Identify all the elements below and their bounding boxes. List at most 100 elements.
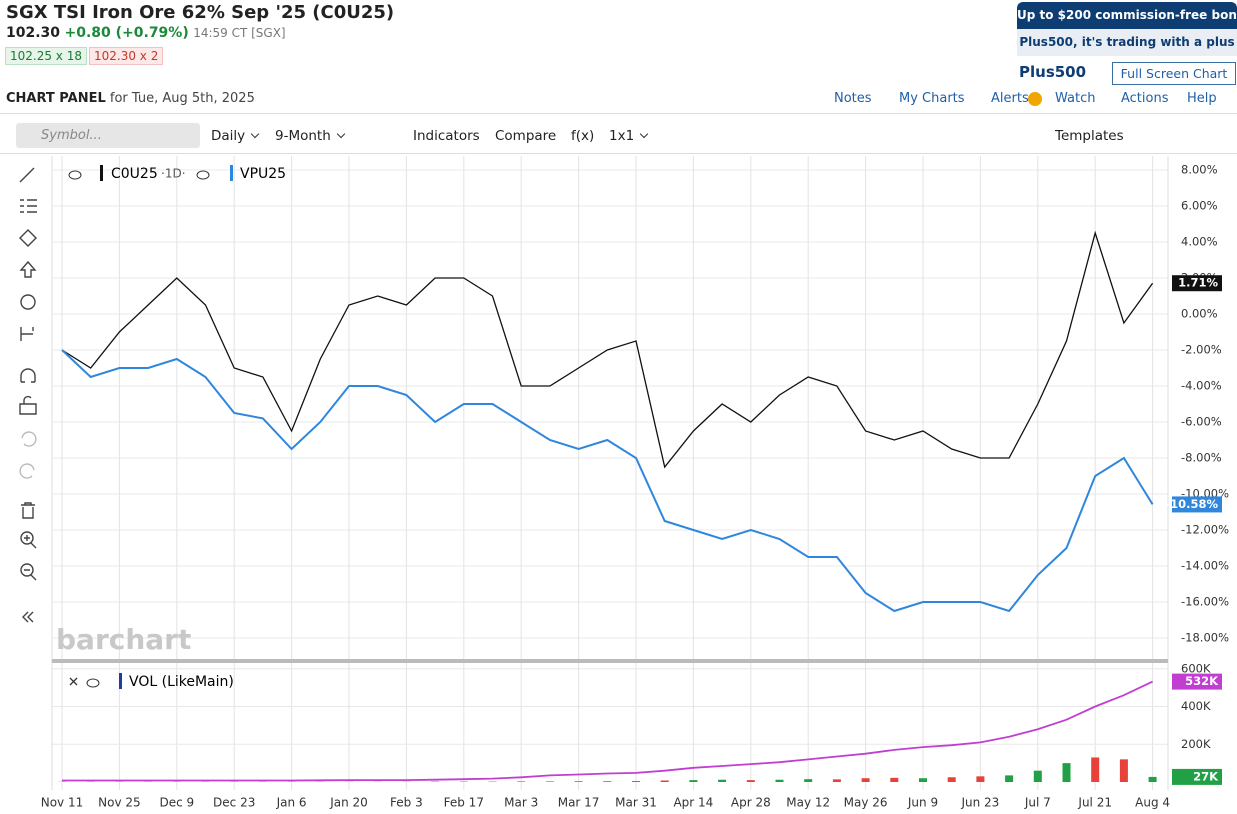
interval-text: Daily bbox=[211, 128, 246, 144]
volume-bar bbox=[976, 776, 985, 782]
legend-entry[interactable]: C0U25 bbox=[111, 166, 158, 182]
volume-bar bbox=[746, 780, 755, 782]
volume-bar bbox=[861, 778, 870, 782]
ad-logo[interactable]: Plus500 bbox=[1019, 63, 1087, 81]
remove-icon[interactable] bbox=[69, 677, 78, 686]
bid: 102.25 x 18 bbox=[5, 47, 87, 65]
help-link[interactable]: Help bbox=[1187, 91, 1217, 106]
zoom-out[interactable] bbox=[20, 563, 37, 581]
eye-icon[interactable] bbox=[86, 678, 100, 688]
last-value-label: -10.58% bbox=[1165, 497, 1218, 511]
y-tick-label: 0.00% bbox=[1181, 307, 1218, 321]
x-tick-label: Mar 31 bbox=[615, 796, 657, 810]
y-tick-label: -2.00% bbox=[1181, 343, 1222, 357]
alerts-link[interactable]: Alerts bbox=[991, 91, 1029, 106]
pane-separator bbox=[52, 659, 1168, 663]
delete[interactable] bbox=[21, 502, 35, 519]
y-tick-label: 4.00% bbox=[1181, 235, 1218, 249]
x-tick-label: Jul 7 bbox=[1024, 796, 1051, 810]
tool-fib[interactable] bbox=[20, 199, 37, 213]
volume-bar bbox=[517, 781, 526, 782]
y-tick-label: -14.00% bbox=[1181, 559, 1229, 573]
x-tick-label: May 26 bbox=[844, 796, 888, 810]
indicators-button[interactable]: Indicators bbox=[413, 128, 480, 144]
last-value-tag bbox=[1172, 275, 1222, 292]
y-tick-label: 200K bbox=[1181, 737, 1211, 751]
last-value-label: 27K bbox=[1193, 769, 1219, 783]
x-tick-label: May 12 bbox=[786, 796, 830, 810]
change: +0.80 (+0.79%) bbox=[64, 25, 189, 41]
y-tick-label: -18.00% bbox=[1181, 631, 1229, 645]
y-tick-label: 6.00% bbox=[1181, 199, 1218, 213]
ad-tagline[interactable]: Plus500, it's trading with a plus bbox=[1017, 29, 1237, 56]
lock[interactable] bbox=[19, 395, 37, 415]
undo[interactable] bbox=[21, 431, 37, 447]
interval-select[interactable]: Daily bbox=[211, 128, 260, 144]
my-charts-link[interactable]: My Charts bbox=[899, 91, 965, 106]
zoom-in[interactable] bbox=[20, 531, 37, 549]
title: SGX TSI Iron Ore 62% Sep '25 (C0U25) bbox=[6, 2, 395, 23]
volume-bar bbox=[603, 781, 612, 782]
eye-icon[interactable] bbox=[196, 170, 210, 180]
volume-bar bbox=[919, 778, 927, 782]
compare-button[interactable]: Compare bbox=[495, 128, 557, 144]
period-text: 9-Month bbox=[275, 128, 331, 144]
y-tick-label: -16.00% bbox=[1181, 595, 1229, 609]
last-value-label: 1.71% bbox=[1178, 276, 1218, 290]
volume-bar bbox=[775, 779, 784, 782]
volume-bar bbox=[1033, 770, 1042, 782]
volume-bar bbox=[1148, 776, 1157, 782]
sidebar bbox=[19, 167, 37, 623]
volume-bar bbox=[1062, 763, 1071, 782]
eye-icon[interactable] bbox=[68, 170, 82, 180]
tool-measure[interactable] bbox=[20, 327, 34, 341]
templates-button[interactable]: Templates bbox=[1055, 128, 1124, 144]
volume-bar bbox=[1119, 759, 1128, 782]
actions-link[interactable]: Actions bbox=[1121, 91, 1169, 106]
legend-entry[interactable]: VPU25 bbox=[240, 166, 286, 182]
divider bbox=[0, 113, 1237, 114]
x-tick-label: Jul 21 bbox=[1077, 796, 1112, 810]
x-tick-label: Jun 9 bbox=[907, 796, 938, 810]
collapse[interactable] bbox=[22, 611, 34, 623]
fx-button[interactable]: f(x) bbox=[571, 128, 595, 144]
magnet[interactable] bbox=[20, 368, 36, 383]
y-tick-label: -6.00% bbox=[1181, 415, 1222, 429]
tool-note[interactable] bbox=[20, 294, 36, 310]
notes-link[interactable]: Notes bbox=[834, 91, 872, 106]
x-tick-label: Dec 9 bbox=[159, 796, 194, 810]
panel-heading: CHART PANEL for Tue, Aug 5th, 2025 bbox=[6, 91, 255, 106]
x-tick-label: Feb 3 bbox=[390, 796, 423, 810]
x-tick-label: Mar 17 bbox=[558, 796, 600, 810]
symbol-input[interactable]: Symbol... bbox=[16, 123, 200, 148]
last-value-tag bbox=[1172, 496, 1222, 513]
y-tick-label: 8.00% bbox=[1181, 163, 1218, 177]
period-select[interactable]: 9-Month bbox=[275, 128, 346, 144]
redo[interactable] bbox=[19, 463, 35, 479]
x-tick-label: Dec 23 bbox=[213, 796, 255, 810]
series-line bbox=[61, 349, 1154, 613]
watermark: barchart bbox=[56, 623, 191, 656]
legend-entry[interactable]: VOL (LikeMain) bbox=[129, 674, 234, 690]
volume-bar bbox=[804, 779, 813, 782]
tool-arrow[interactable] bbox=[19, 260, 37, 278]
y-tick-label: 400K bbox=[1181, 699, 1211, 713]
panel-label: CHART PANEL bbox=[6, 91, 106, 106]
layout-select[interactable]: 1x1 bbox=[609, 128, 649, 144]
ad-headline[interactable]: Up to $200 commission-free bonus bbox=[1017, 2, 1237, 29]
tool-shape[interactable] bbox=[19, 229, 37, 247]
legend-swatch bbox=[230, 165, 233, 181]
watch-link[interactable]: Watch bbox=[1055, 91, 1096, 106]
tool-line[interactable] bbox=[19, 167, 35, 183]
plot-area bbox=[52, 156, 1168, 796]
panel-date: for Tue, Aug 5th, 2025 bbox=[109, 91, 255, 106]
quote-time: 14:59 CT [SGX] bbox=[193, 26, 286, 40]
x-tick-label: Nov 25 bbox=[98, 796, 141, 810]
full-screen-button[interactable]: Full Screen Chart bbox=[1112, 62, 1236, 85]
volume-bar bbox=[574, 781, 583, 782]
alerts-icon bbox=[1028, 92, 1042, 106]
legend: C0U25 ·1D· VPU25 VOL (LikeMain) bbox=[68, 165, 286, 690]
legend-interval: ·1D· bbox=[161, 167, 186, 181]
volume-bar bbox=[1005, 775, 1014, 782]
